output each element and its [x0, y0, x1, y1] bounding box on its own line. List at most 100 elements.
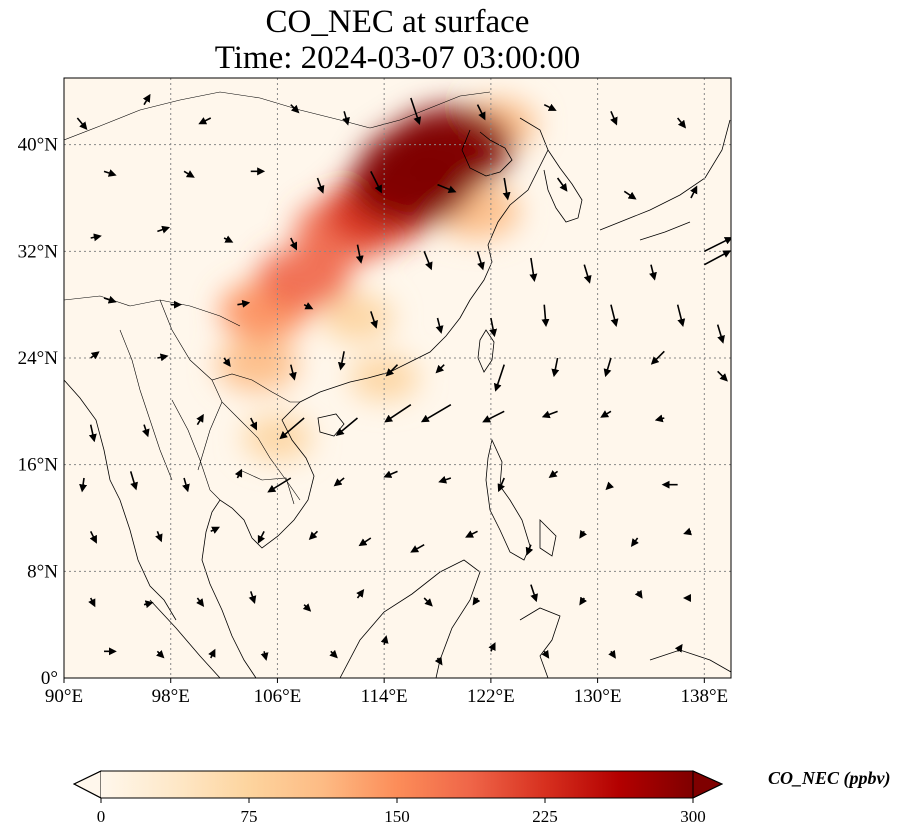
wind-arrow-30	[703, 237, 731, 253]
wind-arrow-61	[384, 404, 412, 423]
wind-arrow-44	[157, 353, 169, 362]
colorbar-ticks: 0 75 150 225 300	[97, 798, 706, 826]
wind-arrow-89	[630, 537, 639, 547]
colorbar-tick-label: 300	[680, 807, 706, 826]
wind-arrow-13	[316, 177, 325, 194]
wind-arrow-28	[583, 264, 592, 284]
colorbar-outline	[72, 770, 724, 799]
lon-tick-label: 130°E	[574, 686, 622, 707]
wind-arrow-72	[333, 477, 345, 487]
wind-arrow-85	[410, 543, 425, 553]
wind-arrow-22	[223, 235, 234, 243]
wind-arrow-29	[649, 264, 657, 281]
indochina-coastline	[201, 381, 351, 678]
wind-arrow-2	[198, 117, 212, 125]
wind-arrow-97	[423, 597, 433, 607]
wind-arrow-47	[337, 351, 346, 371]
wind-arrow-35	[303, 302, 314, 310]
wind-arrow-70	[234, 468, 243, 479]
colorbar-label: CO_NEC (ppbv)	[768, 768, 891, 788]
wind-arrow-8	[610, 111, 618, 126]
lon-tick-label: 122°E	[467, 686, 515, 707]
wind-arrow-80	[155, 531, 163, 543]
wind-arrow-66	[654, 414, 665, 423]
wind-arrow-0	[76, 117, 88, 131]
wind-arrow-49	[435, 364, 445, 374]
colorbar-tick-label: 150	[384, 807, 410, 826]
wind-arrow-107	[329, 649, 338, 659]
sulawesi-coastline	[519, 607, 561, 678]
wind-arrow-11	[183, 170, 195, 178]
wind-arrow-32	[103, 295, 117, 304]
wind-arrow-82	[257, 530, 266, 544]
wind-arrow-4	[342, 111, 350, 126]
cambodia-border	[239, 469, 295, 505]
wind-arrow-67	[79, 477, 88, 493]
wind-arrow-109	[434, 656, 443, 666]
lat-tick-label: 24°N	[18, 348, 59, 369]
china-coastline	[349, 117, 549, 383]
colorbar-tick-label: 0	[97, 807, 106, 826]
borneo-coastline	[339, 559, 481, 678]
lon-tick-label: 90°E	[45, 686, 83, 707]
wind-arrow-96	[356, 589, 365, 599]
wind-arrow-65	[600, 410, 612, 418]
wind-arrow-36	[370, 311, 378, 329]
co-plume-12	[388, 105, 514, 189]
myanmar-border	[119, 329, 173, 481]
wind-arrow-20	[90, 233, 102, 242]
coastlines	[64, 117, 731, 678]
colorbar-tick-label: 225	[532, 807, 558, 826]
wind-arrow-73	[383, 470, 398, 478]
wind-arrow-79	[89, 530, 97, 544]
wind-arrow-57	[196, 413, 204, 426]
wind-arrow-94	[248, 591, 257, 604]
wind-arrow-77	[605, 481, 614, 491]
wind-arrow-92	[143, 600, 154, 609]
wind-arrow-113	[674, 643, 683, 653]
wind-arrow-27	[529, 257, 538, 282]
korea-coastline	[543, 149, 583, 223]
wind-arrow-50	[493, 364, 505, 392]
lat-tick-label: 8°N	[27, 561, 58, 582]
wind-arrow-21	[157, 225, 171, 234]
wind-arrow-105	[208, 648, 216, 659]
wind-arrow-5	[410, 97, 422, 126]
lon-tick-label: 138°E	[680, 686, 728, 707]
wind-arrow-1	[142, 93, 151, 106]
wind-arrow-17	[556, 177, 568, 192]
colorbar-extend-min	[72, 770, 102, 799]
colorbar-gradient	[101, 771, 693, 798]
wind-arrow-108	[380, 635, 389, 645]
longitude-tick-labels: 90°E 98°E 106°E 114°E 122°E 130°E 138°E	[45, 678, 728, 707]
colorbar-tick-label: 75	[241, 807, 258, 826]
latitude-tick-labels: 0° 8°N 16°N 24°N 32°N 40°N	[18, 135, 59, 689]
co-plume-2	[321, 294, 394, 342]
wind-arrow-112	[608, 649, 616, 659]
wind-arrow-110	[488, 642, 496, 652]
wind-arrow-16	[502, 177, 511, 201]
wind-arrow-59	[279, 417, 305, 440]
wind-arrow-69	[182, 477, 190, 493]
wind-arrow-88	[579, 529, 588, 539]
wind-arrow-68	[129, 471, 138, 491]
wind-arrow-3	[290, 104, 300, 114]
wind-arrow-71	[267, 477, 292, 493]
wind-arrow-52	[603, 357, 612, 378]
wind-arrow-55	[88, 424, 97, 443]
country-borders	[64, 91, 491, 505]
wind-arrow-38	[489, 317, 498, 338]
taiwan-coastline	[477, 329, 495, 373]
lon-tick-label: 98°E	[152, 686, 190, 707]
wind-vectors	[76, 93, 731, 666]
wind-arrow-40	[610, 304, 619, 327]
wind-arrow-76	[548, 470, 559, 479]
wind-arrow-19	[690, 185, 698, 199]
mongolia-border	[64, 91, 491, 141]
wind-arrow-43	[90, 351, 100, 360]
wind-arrow-98	[472, 596, 481, 606]
wind-arrow-53	[650, 350, 665, 365]
lat-tick-label: 0°	[41, 668, 58, 689]
